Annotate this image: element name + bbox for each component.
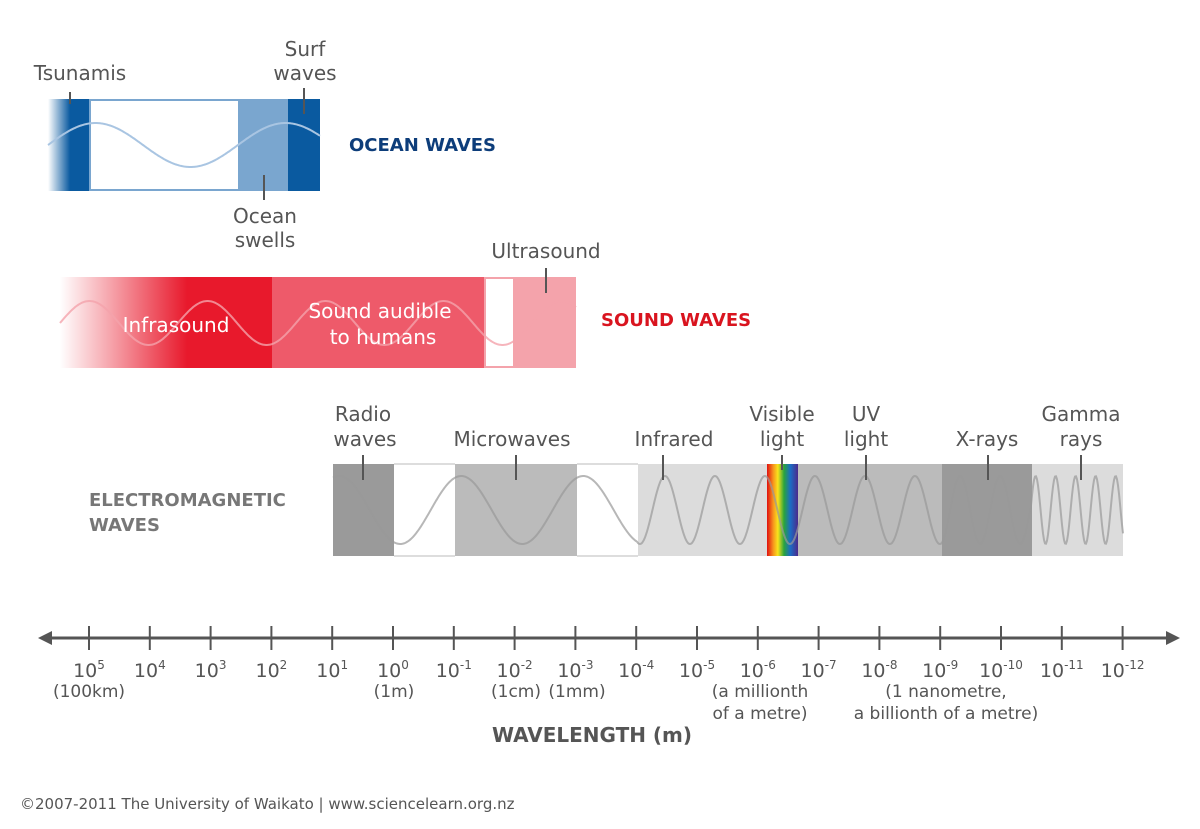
sound-waves-band xyxy=(59,268,577,368)
band-gap xyxy=(484,277,515,368)
note-1cm: (1cm) xyxy=(491,682,541,702)
band-gap xyxy=(394,464,455,556)
label-visible-1: Visible xyxy=(749,402,814,426)
band-surf xyxy=(288,99,320,191)
tick-label: 10-4 xyxy=(618,658,654,682)
label-audible-2: to humans xyxy=(330,325,437,349)
note-millionth-2: of a metre) xyxy=(712,704,807,724)
tick-label: 105 xyxy=(73,658,105,682)
tick-label: 104 xyxy=(134,658,166,682)
tick-label: 103 xyxy=(195,658,227,682)
label-ultrasound: Ultrasound xyxy=(491,239,600,263)
tick-label: 10-11 xyxy=(1040,658,1084,682)
ocean-waves-title: OCEAN WAVES xyxy=(349,135,496,156)
arrow-right-icon xyxy=(1166,631,1180,645)
sound-waves-title: SOUND WAVES xyxy=(601,310,751,331)
em-labels: Radio waves Microwaves Infrared Visible … xyxy=(333,402,1120,451)
tick-label: 10-5 xyxy=(679,658,715,682)
em-title-1: ELECTROMAGNETIC xyxy=(89,490,286,511)
axis-title: WAVELENGTH (m) xyxy=(492,723,692,747)
tick-label: 10-3 xyxy=(557,658,593,682)
label-surf-2: waves xyxy=(273,61,336,85)
label-swells-2: swells xyxy=(235,228,296,252)
label-surf-1: Surf xyxy=(285,37,327,61)
label-xrays: X-rays xyxy=(956,427,1019,451)
tick-label: 10-9 xyxy=(922,658,958,682)
em-waves-band xyxy=(332,455,1124,557)
tick-label: 102 xyxy=(255,658,287,682)
note-nano-2: a billionth of a metre) xyxy=(854,704,1039,724)
tick-label: 10-12 xyxy=(1101,658,1145,682)
label-radio-2: waves xyxy=(333,427,396,451)
sound-wave-line xyxy=(59,300,577,346)
tick-label: 10-6 xyxy=(740,658,776,682)
wavelength-axis: 105 104 103 102 101 100 10-1 10-2 10-3 10-4 10-5 10… xyxy=(38,626,1180,682)
label-gamma-1: Gamma xyxy=(1042,402,1121,426)
footer-copyright: ©2007-2011 The University of Waikato | w… xyxy=(20,795,515,813)
tick-label: 10-1 xyxy=(436,658,472,682)
band-audible xyxy=(272,277,484,368)
ocean-waves-band xyxy=(47,88,321,200)
note-nano-1: (1 nanometre, xyxy=(885,682,1006,702)
note-1m: (1m) xyxy=(374,682,415,702)
label-radio-1: Radio xyxy=(335,402,391,426)
label-microwaves: Microwaves xyxy=(453,427,570,451)
tick-label: 10-2 xyxy=(497,658,533,682)
label-swells-1: Ocean xyxy=(233,204,297,228)
label-tsunamis: Tsunamis xyxy=(33,61,126,85)
band-gap xyxy=(89,99,240,191)
tick-label: 10-10 xyxy=(979,658,1023,682)
axis-ticks: 105 104 103 102 101 100 10-1 10-2 10-3 10-4 10-5 10… xyxy=(73,626,1144,682)
tick-label: 101 xyxy=(316,658,348,682)
band-gap xyxy=(577,464,638,556)
em-pointers xyxy=(362,455,1082,480)
arrow-left-icon xyxy=(38,631,52,645)
tick-label: 10-8 xyxy=(861,658,897,682)
label-infrared: Infrared xyxy=(635,427,714,451)
label-uv-2: light xyxy=(844,427,888,451)
em-title-2: WAVES xyxy=(89,515,160,536)
label-gamma-2: rays xyxy=(1060,427,1103,451)
label-audible-1: Sound audible xyxy=(308,299,451,323)
band-gradient xyxy=(48,99,70,191)
band-tsunamis xyxy=(70,99,90,191)
label-infrasound: Infrasound xyxy=(123,313,230,337)
note-1mm: (1mm) xyxy=(548,682,605,702)
em-wave-line xyxy=(332,474,1124,546)
tick-label: 10-7 xyxy=(801,658,837,682)
band-uv xyxy=(798,464,942,556)
note-100km: (100km) xyxy=(53,682,125,702)
label-visible-2: light xyxy=(760,427,804,451)
ocean-wave-line xyxy=(47,122,321,168)
axis-notes: (100km) (1m) (1cm) (1mm) (a millionth of… xyxy=(53,682,1038,724)
label-uv-1: UV xyxy=(852,402,881,426)
tick-label: 100 xyxy=(377,658,409,682)
note-millionth-1: (a millionth xyxy=(712,682,809,702)
